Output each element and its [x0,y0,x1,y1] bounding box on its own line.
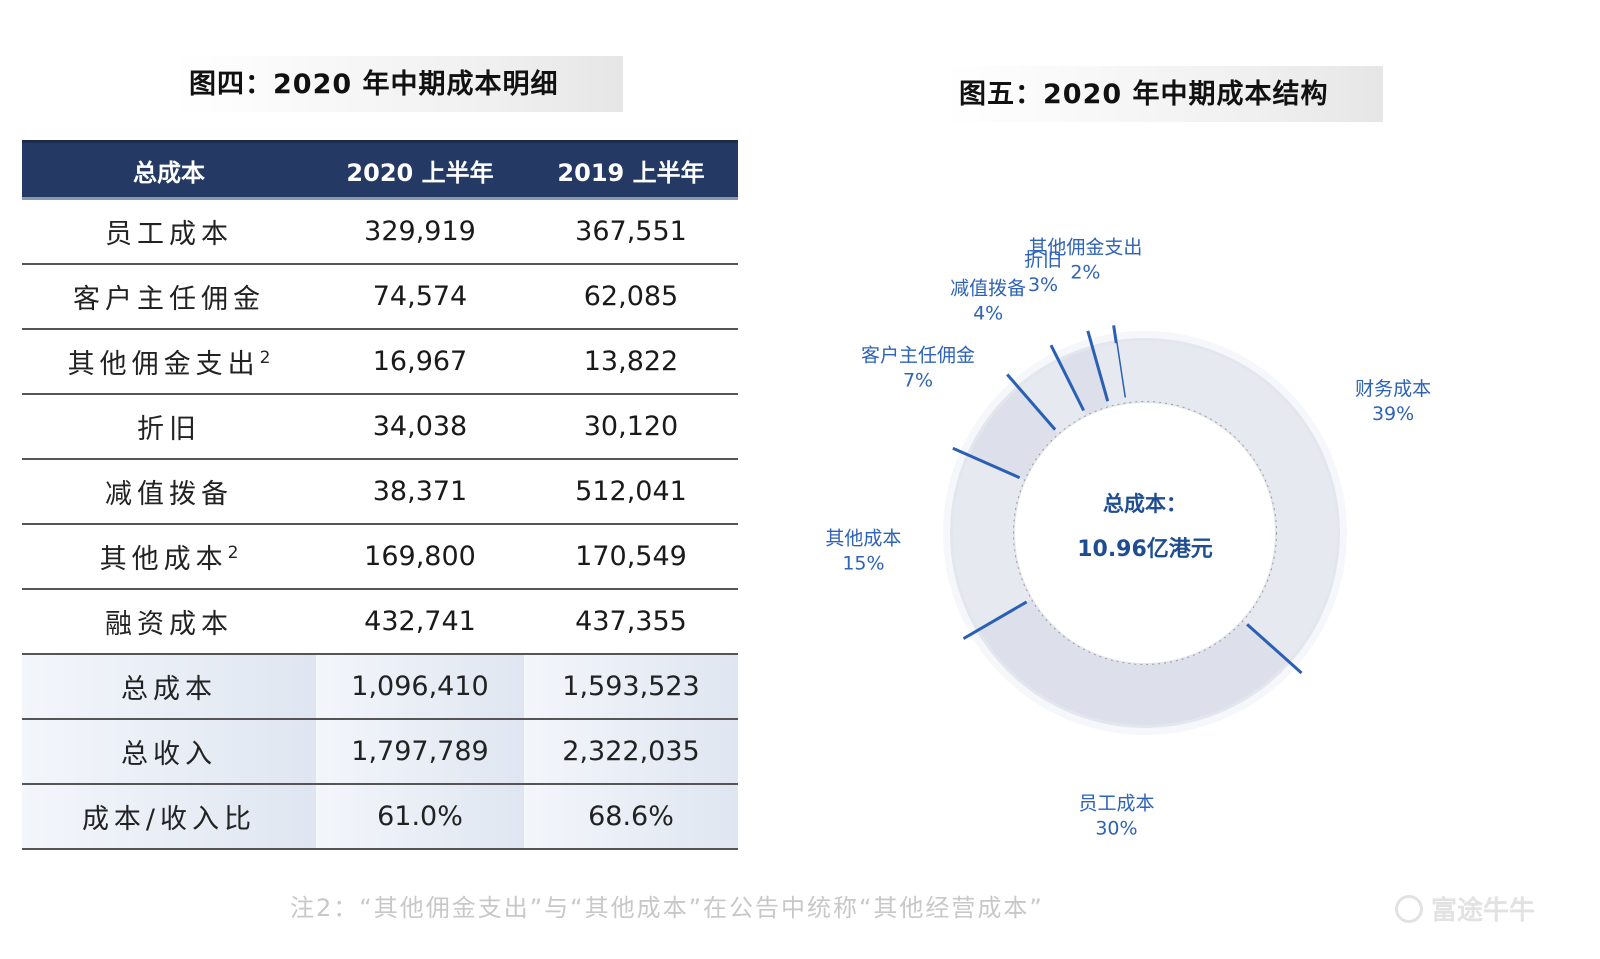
slice-separator [1246,623,1303,675]
row-label: 折旧 [22,394,316,460]
row-label: 其他佣金支出2 [22,329,316,395]
cell-2020: 74,574 [316,264,524,330]
cell-2019: 367,551 [524,198,738,265]
donut-slice-1 [979,598,1289,725]
row-label: 总成本 [22,654,316,720]
header-2020-h1: 2020 上半年 [316,140,524,200]
cell-2019: 30,120 [524,394,738,460]
cell-2019: 62,085 [524,264,738,330]
cell-2020: 38,371 [316,459,524,525]
slice-percent-label: 4% [973,303,1003,325]
cell-2019: 13,822 [524,329,738,395]
header-total-cost: 总成本 [22,140,316,200]
slice-label: 折旧 [1024,249,1062,271]
slice-label: 其他成本 [825,528,901,550]
row-label: 其他成本2 [22,524,316,590]
slice-label: 财务成本 [1355,378,1431,400]
footnote: 注2：“其他佣金支出”与“其他成本”在公告中统称“其他经营成本” [290,894,1044,922]
watermark-logo-icon [1395,894,1423,923]
donut-slice-2 [953,455,1032,630]
slice-percent-label: 39% [1372,403,1414,425]
table-row: 客户主任佣金 74,574 62,085 [22,264,738,330]
donut-slice-6 [1092,343,1126,407]
table-row-cost-income-ratio: 成本/收入比 61.0% 68.6% [22,784,738,850]
table-row: 其他佣金支出2 16,967 13,822 [22,329,738,395]
slice-separator [962,600,1028,640]
table-header-row: 总成本 2020 上半年 2019 上半年 [22,140,738,200]
slice-label: 其他佣金支出 [1028,236,1142,258]
slice-percent-label: 2% [1070,261,1100,283]
cell-2019: 512,041 [524,459,738,525]
row-label: 员工成本 [22,198,316,265]
donut-slice-3 [969,388,1060,481]
cell-2020: 329,919 [316,198,524,265]
table-row: 折旧 34,038 30,120 [22,394,738,460]
cell-2019: 68.6% [524,784,738,850]
slice-percent-label: 7% [903,370,933,392]
row-label: 减值拨备 [22,459,316,525]
cell-2019: 1,593,523 [524,654,738,720]
center-label: 总成本： [1103,492,1187,516]
donut-slice-5 [1059,348,1110,416]
donut-inner-dotted-circle [1012,400,1278,666]
slice-percent-label: 15% [842,553,884,575]
watermark: 富途牛牛 [1395,890,1535,927]
cell-2020: 1,096,410 [316,654,524,720]
table-row: 员工成本 329,919 367,551 [22,198,738,265]
donut-hole [1015,403,1275,663]
table-row-total-revenue: 总收入 1,797,789 2,322,035 [22,719,738,785]
donut-slice-0 [1116,341,1337,661]
slice-separator [1006,373,1057,431]
slice-label: 减值拨备 [950,278,1026,300]
row-label: 客户主任佣金 [22,264,316,330]
table-row: 减值拨备 38,371 512,041 [22,459,738,525]
cell-2020: 61.0% [316,784,524,850]
slice-label: 客户主任佣金 [861,345,975,367]
cell-2019: 437,355 [524,589,738,655]
cell-2020: 432,741 [316,589,524,655]
donut-slice-4 [1019,361,1087,434]
header-2019-h1: 2019 上半年 [524,140,738,200]
cell-2019: 170,549 [524,524,738,590]
table-title: 图四：2020 年中期成本明细 [175,56,623,112]
center-value: 10.96亿港元 [1077,537,1213,562]
cell-2020: 1,797,789 [316,719,524,785]
slice-percent-label: 3% [1028,274,1058,296]
slice-separator [952,446,1021,480]
row-label: 成本/收入比 [22,784,316,850]
row-label: 总收入 [22,719,316,785]
slice-percent-label: 30% [1095,818,1137,840]
table-row: 融资成本 432,741 437,355 [22,589,738,655]
table-row: 其他成本2 169,800 170,549 [22,524,738,590]
cost-detail-table: 总成本 2020 上半年 2019 上半年 员工成本 329,919 367,5… [22,140,738,850]
cell-2020: 34,038 [316,394,524,460]
row-label: 融资成本 [22,589,316,655]
cost-structure-donut-chart: 财务成本 39% 员工成本 30% 其他成本 15% 客户主任佣金 7% 减值拨备 4% 折旧 3% 其… [825,236,1431,840]
cell-2020: 169,800 [316,524,524,590]
cell-2019: 2,322,035 [524,719,738,785]
watermark-text: 富途牛牛 [1431,896,1536,926]
slice-separator [1049,344,1086,412]
slice-separator [1112,325,1127,398]
chart-title: 图五：2020 年中期成本结构 [945,66,1383,122]
table-row-total-cost: 总成本 1,096,410 1,593,523 [22,654,738,720]
cell-2020: 16,967 [316,329,524,395]
slice-label: 员工成本 [1078,793,1154,815]
slice-separator [1086,330,1110,402]
